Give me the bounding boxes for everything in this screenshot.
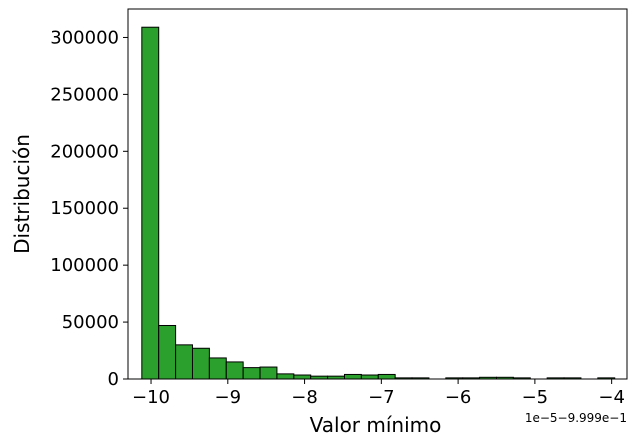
plot-frame <box>127 8 628 380</box>
histogram-bar <box>175 344 193 380</box>
y-tick-label: 100000 <box>50 255 119 276</box>
x-axis: −10 −9 −8 −7 −6 −5 −4 <box>132 379 625 408</box>
x-tick-label: −8 <box>291 387 318 408</box>
histogram-bar <box>259 366 278 380</box>
histogram-bar <box>360 374 379 380</box>
x-tick-label: −9 <box>215 387 242 408</box>
histogram-bar <box>343 373 362 380</box>
x-tick-label: −10 <box>132 387 170 408</box>
histogram-bar <box>276 373 295 380</box>
histogram-bar <box>208 357 227 380</box>
y-axis-label: Distribución <box>10 134 34 254</box>
y-tick-label: 200000 <box>50 141 119 162</box>
x-tick-label: −7 <box>368 387 395 408</box>
x-axis-label: Valor mínimo <box>310 413 442 437</box>
x-axis-offset-label: 1e−5−9.999e−1 <box>525 411 627 425</box>
x-tick-label: −6 <box>445 387 472 408</box>
x-tick-label: −5 <box>522 387 549 408</box>
histogram-bar <box>158 324 177 380</box>
histogram-bar <box>191 347 210 380</box>
x-tick-label: −4 <box>598 387 625 408</box>
histogram-bar <box>141 26 160 380</box>
y-tick-label: 0 <box>108 369 119 390</box>
histogram-bar <box>293 374 312 380</box>
histogram-bar <box>377 373 396 380</box>
y-axis: 0 50000 100000 150000 200000 250000 300000 <box>50 27 128 390</box>
histogram-bars <box>141 26 616 380</box>
y-tick-label: 50000 <box>62 312 119 333</box>
histogram-bar <box>242 367 261 380</box>
histogram-bar <box>225 361 244 380</box>
y-tick-label: 150000 <box>50 198 119 219</box>
y-tick-label: 250000 <box>50 84 119 105</box>
y-tick-label: 300000 <box>50 27 119 48</box>
